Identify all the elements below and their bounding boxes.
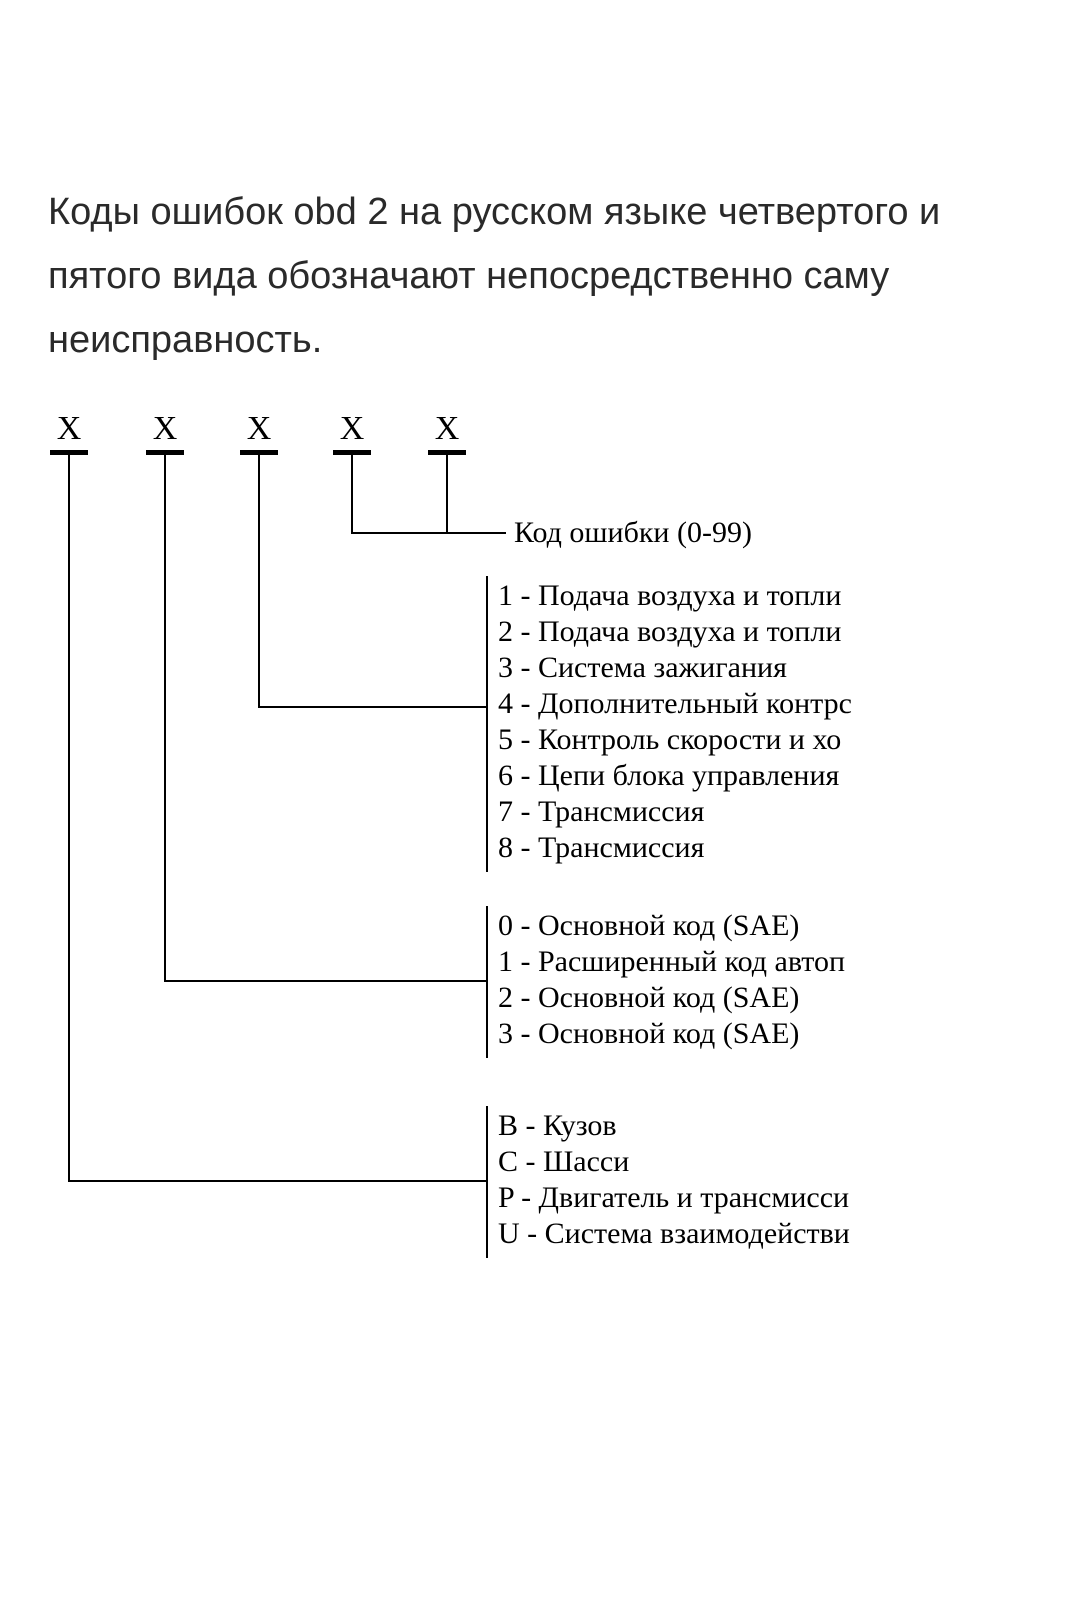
placeholder-x1: X bbox=[54, 410, 84, 448]
placeholder-x2: X bbox=[150, 410, 180, 448]
list-system-letter: B - Кузов C - Шасси P - Двигатель и тран… bbox=[498, 1108, 850, 1252]
list-subsystem-item: 8 - Трансмиссия bbox=[498, 830, 852, 866]
label-error-code: Код ошибки (0-99) bbox=[514, 516, 752, 550]
connector-h-g4 bbox=[68, 1180, 486, 1182]
list-system-letter-item: P - Двигатель и трансмисси bbox=[498, 1180, 850, 1216]
list-subsystem-item: 2 - Подача воздуха и топли bbox=[498, 614, 852, 650]
separator-g4 bbox=[486, 1106, 488, 1258]
list-code-type-item: 2 - Основной код (SAE) bbox=[498, 980, 845, 1016]
list-subsystem-item: 5 - Контроль скорости и хо bbox=[498, 722, 852, 758]
placeholder-x5: X bbox=[432, 410, 462, 448]
intro-paragraph: Коды ошибок obd 2 на русском языке четве… bbox=[48, 180, 988, 372]
page: Коды ошибок obd 2 на русском языке четве… bbox=[0, 0, 1080, 1604]
list-code-type-item: 3 - Основной код (SAE) bbox=[498, 1016, 845, 1052]
placeholder-x3: X bbox=[244, 410, 274, 448]
list-subsystem-item: 6 - Цепи блока управления bbox=[498, 758, 852, 794]
connector-v-x3 bbox=[258, 455, 260, 706]
tick-g1 bbox=[486, 532, 506, 534]
connector-v-x2 bbox=[164, 455, 166, 980]
list-subsystem-item: 7 - Трансмиссия bbox=[498, 794, 852, 830]
list-subsystem: 1 - Подача воздуха и топли 2 - Подача во… bbox=[498, 578, 852, 866]
list-system-letter-item: U - Система взаимодействи bbox=[498, 1216, 850, 1252]
list-subsystem-item: 3 - Система зажигания bbox=[498, 650, 852, 686]
list-system-letter-item: C - Шасси bbox=[498, 1144, 850, 1180]
connector-h-g2 bbox=[258, 706, 486, 708]
placeholder-x4: X bbox=[337, 410, 367, 448]
separator-g2 bbox=[486, 576, 488, 872]
list-system-letter-item: B - Кузов bbox=[498, 1108, 850, 1144]
connector-v-x4 bbox=[351, 455, 353, 532]
connector-v-x1 bbox=[68, 455, 70, 1180]
list-code-type-item: 0 - Основной код (SAE) bbox=[498, 908, 845, 944]
obd-code-diagram: X X X X X Код ошибки (0-99) 1 - Подача в… bbox=[48, 410, 1048, 1410]
connector-h-g1 bbox=[351, 532, 486, 534]
separator-g3 bbox=[486, 906, 488, 1058]
list-subsystem-item: 4 - Дополнительный контрс bbox=[498, 686, 852, 722]
connector-v-x5 bbox=[446, 455, 448, 532]
connector-h-g3 bbox=[164, 980, 486, 982]
list-code-type: 0 - Основной код (SAE) 1 - Расширенный к… bbox=[498, 908, 845, 1052]
list-subsystem-item: 1 - Подача воздуха и топли bbox=[498, 578, 852, 614]
list-code-type-item: 1 - Расширенный код автоп bbox=[498, 944, 845, 980]
